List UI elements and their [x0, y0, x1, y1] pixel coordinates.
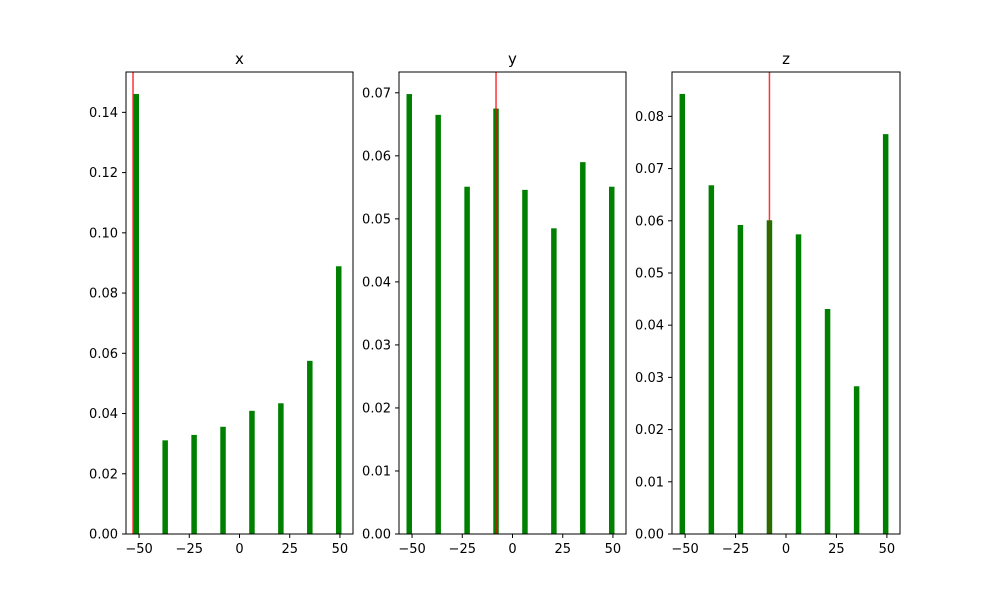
y-tick-label: 0.06: [635, 214, 664, 229]
bar: [853, 386, 860, 534]
x-tick-label: 25: [828, 542, 845, 557]
x-tick-label: −25: [449, 542, 476, 557]
x-tick-label: 50: [879, 542, 896, 557]
subplot-title: x: [235, 50, 244, 68]
bar: [464, 186, 470, 534]
bar: [335, 266, 342, 534]
y-tick-label: 0.00: [362, 528, 391, 543]
bar: [551, 228, 557, 534]
y-tick-label: 0.05: [362, 212, 391, 227]
bar: [435, 114, 441, 535]
y-tick-label: 0.00: [635, 528, 664, 543]
y-tick-label: 0.00: [89, 528, 118, 543]
y-tick-label: 0.04: [89, 407, 118, 422]
bar: [679, 93, 686, 535]
subplot-title: y: [508, 50, 517, 68]
x-tick-label: −50: [671, 542, 698, 557]
y-tick-label: 0.12: [89, 166, 118, 181]
subplot-title: z: [782, 50, 790, 68]
x-tick-label: 0: [235, 542, 243, 557]
x-tick-label: 50: [332, 542, 349, 557]
y-tick-label: 0.06: [89, 347, 118, 362]
x-tick-label: −50: [398, 542, 425, 557]
bar: [278, 403, 284, 534]
bar: [162, 440, 168, 534]
x-tick-label: 0: [508, 542, 516, 557]
bar: [708, 185, 715, 534]
x-tick-label: 25: [281, 542, 298, 557]
y-tick-label: 0.10: [89, 226, 118, 241]
x-tick-label: 50: [605, 542, 622, 557]
y-tick-label: 0.02: [89, 467, 118, 482]
y-tick-label: 0.07: [635, 162, 664, 177]
bar: [249, 410, 255, 534]
y-tick-label: 0.02: [635, 423, 664, 438]
y-tick-label: 0.05: [635, 266, 664, 281]
bar: [307, 360, 313, 534]
x-tick-label: 0: [782, 542, 790, 557]
y-tick-label: 0.14: [89, 106, 118, 121]
y-tick-label: 0.04: [635, 319, 664, 334]
bar: [608, 186, 615, 534]
y-tick-label: 0.07: [362, 86, 391, 101]
subplot-y: −50 −25 0 25 50 0.00 0.01 0.02 0.03 0.04 0.05 0.06 0…: [362, 50, 627, 557]
subplot-z: −50 −25 0 25 50 0.00 0.01 0.02 0.03 0.04 0.05 0.06 0…: [635, 50, 901, 557]
x-tick-label: −50: [125, 542, 152, 557]
x-tick-label: −25: [176, 542, 203, 557]
y-tick-label: 0.02: [362, 401, 391, 416]
y-tick-label: 0.01: [635, 475, 664, 490]
y-tick-label: 0.01: [362, 464, 391, 479]
bar: [580, 162, 586, 534]
y-tick-label: 0.06: [362, 149, 391, 164]
bar: [882, 134, 889, 534]
bar: [133, 93, 139, 535]
subplot-panels: −50 −25 0 25 50 0.00 0.02 0.04 0.06 0.08 0.10 0.12 0…: [89, 50, 901, 557]
bar: [522, 189, 528, 535]
y-tick-label: 0.03: [635, 371, 664, 386]
y-tick-label: 0.03: [362, 338, 391, 353]
y-tick-label: 0.08: [89, 287, 118, 302]
x-tick-label: −25: [722, 542, 749, 557]
bar: [795, 234, 802, 534]
bar: [406, 94, 412, 534]
bar: [191, 434, 197, 534]
bar: [220, 426, 226, 534]
y-tick-label: 0.08: [635, 110, 664, 125]
bar: [824, 309, 831, 534]
bar: [737, 224, 744, 534]
x-tick-label: 25: [554, 542, 571, 557]
y-tick-label: 0.04: [362, 275, 391, 290]
subplot-x: −50 −25 0 25 50 0.00 0.02 0.04 0.06 0.08 0.10 0.12 0…: [89, 50, 354, 557]
